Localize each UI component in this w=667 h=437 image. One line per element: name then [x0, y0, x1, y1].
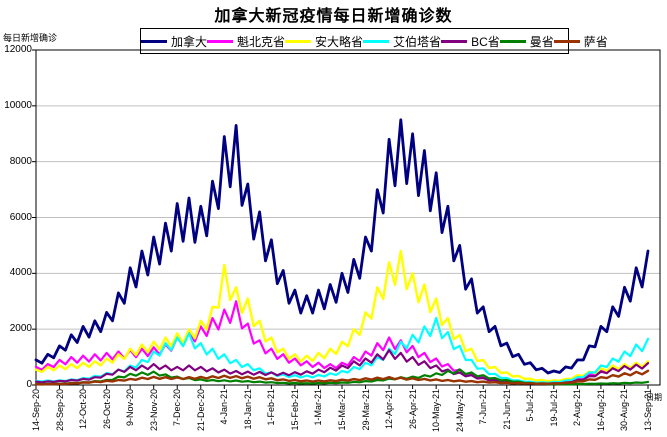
legend-label: BC省	[471, 34, 500, 49]
y-tick-label: 8000	[9, 155, 32, 167]
legend-item: 萨省	[553, 33, 608, 50]
legend-item: BC省	[441, 33, 500, 50]
x-tick-label: 15-Feb-21	[289, 389, 300, 431]
x-tick-label: 13-Sep-21	[643, 389, 653, 432]
x-tick-label: 24-May-21	[454, 389, 465, 433]
legend-label: 曼省	[529, 34, 554, 49]
y-tick-label: 4000	[9, 267, 32, 279]
y-tick-label: 10000	[4, 99, 32, 111]
y-tick-label: 2000	[9, 323, 32, 335]
x-tick-label: 7-Jun-21	[478, 389, 489, 425]
x-tick-label: 30-Aug-21	[619, 389, 630, 432]
legend-item: 魁北克省	[207, 33, 285, 50]
x-tick-label: 10-May-21	[431, 389, 442, 433]
y-tick-label: 0	[26, 379, 32, 390]
x-tick-label: 12-Oct-20	[78, 389, 89, 430]
chart-title: 加拿大新冠疫情每日新增确诊数	[214, 8, 453, 25]
legend-label: 加拿大	[171, 34, 208, 49]
legend-item: 艾伯塔省	[363, 33, 441, 50]
legend-label: 艾伯塔省	[393, 34, 442, 49]
x-tick-label: 16-Aug-21	[595, 389, 606, 432]
x-tick-label: 15-Mar-21	[337, 389, 347, 431]
x-tick-label: 12-Apr-21	[384, 389, 395, 430]
x-tick-label: 23-Nov-20	[148, 389, 159, 432]
legend-item: 安大略省	[285, 33, 363, 50]
x-tick-label: 28-Sep-20	[54, 389, 65, 432]
legend-label: 安大略省	[315, 34, 364, 49]
x-tick-label: 26-Oct-20	[101, 389, 112, 430]
legend-line-swatch	[207, 39, 234, 43]
legend-label: 萨省	[583, 34, 608, 49]
x-tick-label: 9-Nov-20	[125, 389, 136, 427]
x-tick-label: 26-Apr-21	[407, 389, 418, 430]
x-tick-label: 2-Aug-21	[572, 389, 583, 427]
series-line-安大略省	[34, 249, 650, 383]
x-tick-label: 5-Jul-21	[525, 389, 536, 422]
y-axis-title: 每日新增确诊	[3, 33, 58, 43]
series-line-萨省	[34, 369, 650, 386]
legend-line-swatch	[285, 39, 312, 43]
legend-line-swatch	[141, 39, 167, 43]
x-tick-label: 18-Jan-21	[242, 389, 253, 430]
x-tick-label: 21-Jun-21	[501, 389, 512, 430]
x-tick-label: 7-Dec-20	[172, 389, 183, 427]
legend-line-swatch	[499, 39, 526, 43]
x-tick-label: 1-Mar-21	[313, 389, 324, 426]
legend-item: 曼省	[499, 33, 554, 50]
y-tick-label: 6000	[9, 211, 32, 223]
series-line-加拿大	[34, 118, 650, 375]
legend-line-swatch	[441, 39, 468, 43]
legend-label: 魁北克省	[237, 34, 286, 49]
legend-item: 加拿大	[141, 33, 207, 50]
x-tick-label: 1-Feb-21	[266, 389, 277, 426]
y-tick-label: 12000	[4, 44, 32, 55]
legend-line-swatch	[553, 39, 580, 43]
x-axis-title: 日期	[646, 393, 662, 402]
x-tick-label: 4-Jan-21	[219, 389, 230, 425]
x-tick-label: 14-Sep-20	[31, 389, 41, 432]
x-tick-label: 29-Mar-21	[360, 389, 371, 431]
x-tick-label: 21-Dec-20	[195, 389, 206, 432]
x-tick-label: 19-Jul-21	[548, 389, 559, 427]
legend-line-swatch	[363, 39, 390, 43]
